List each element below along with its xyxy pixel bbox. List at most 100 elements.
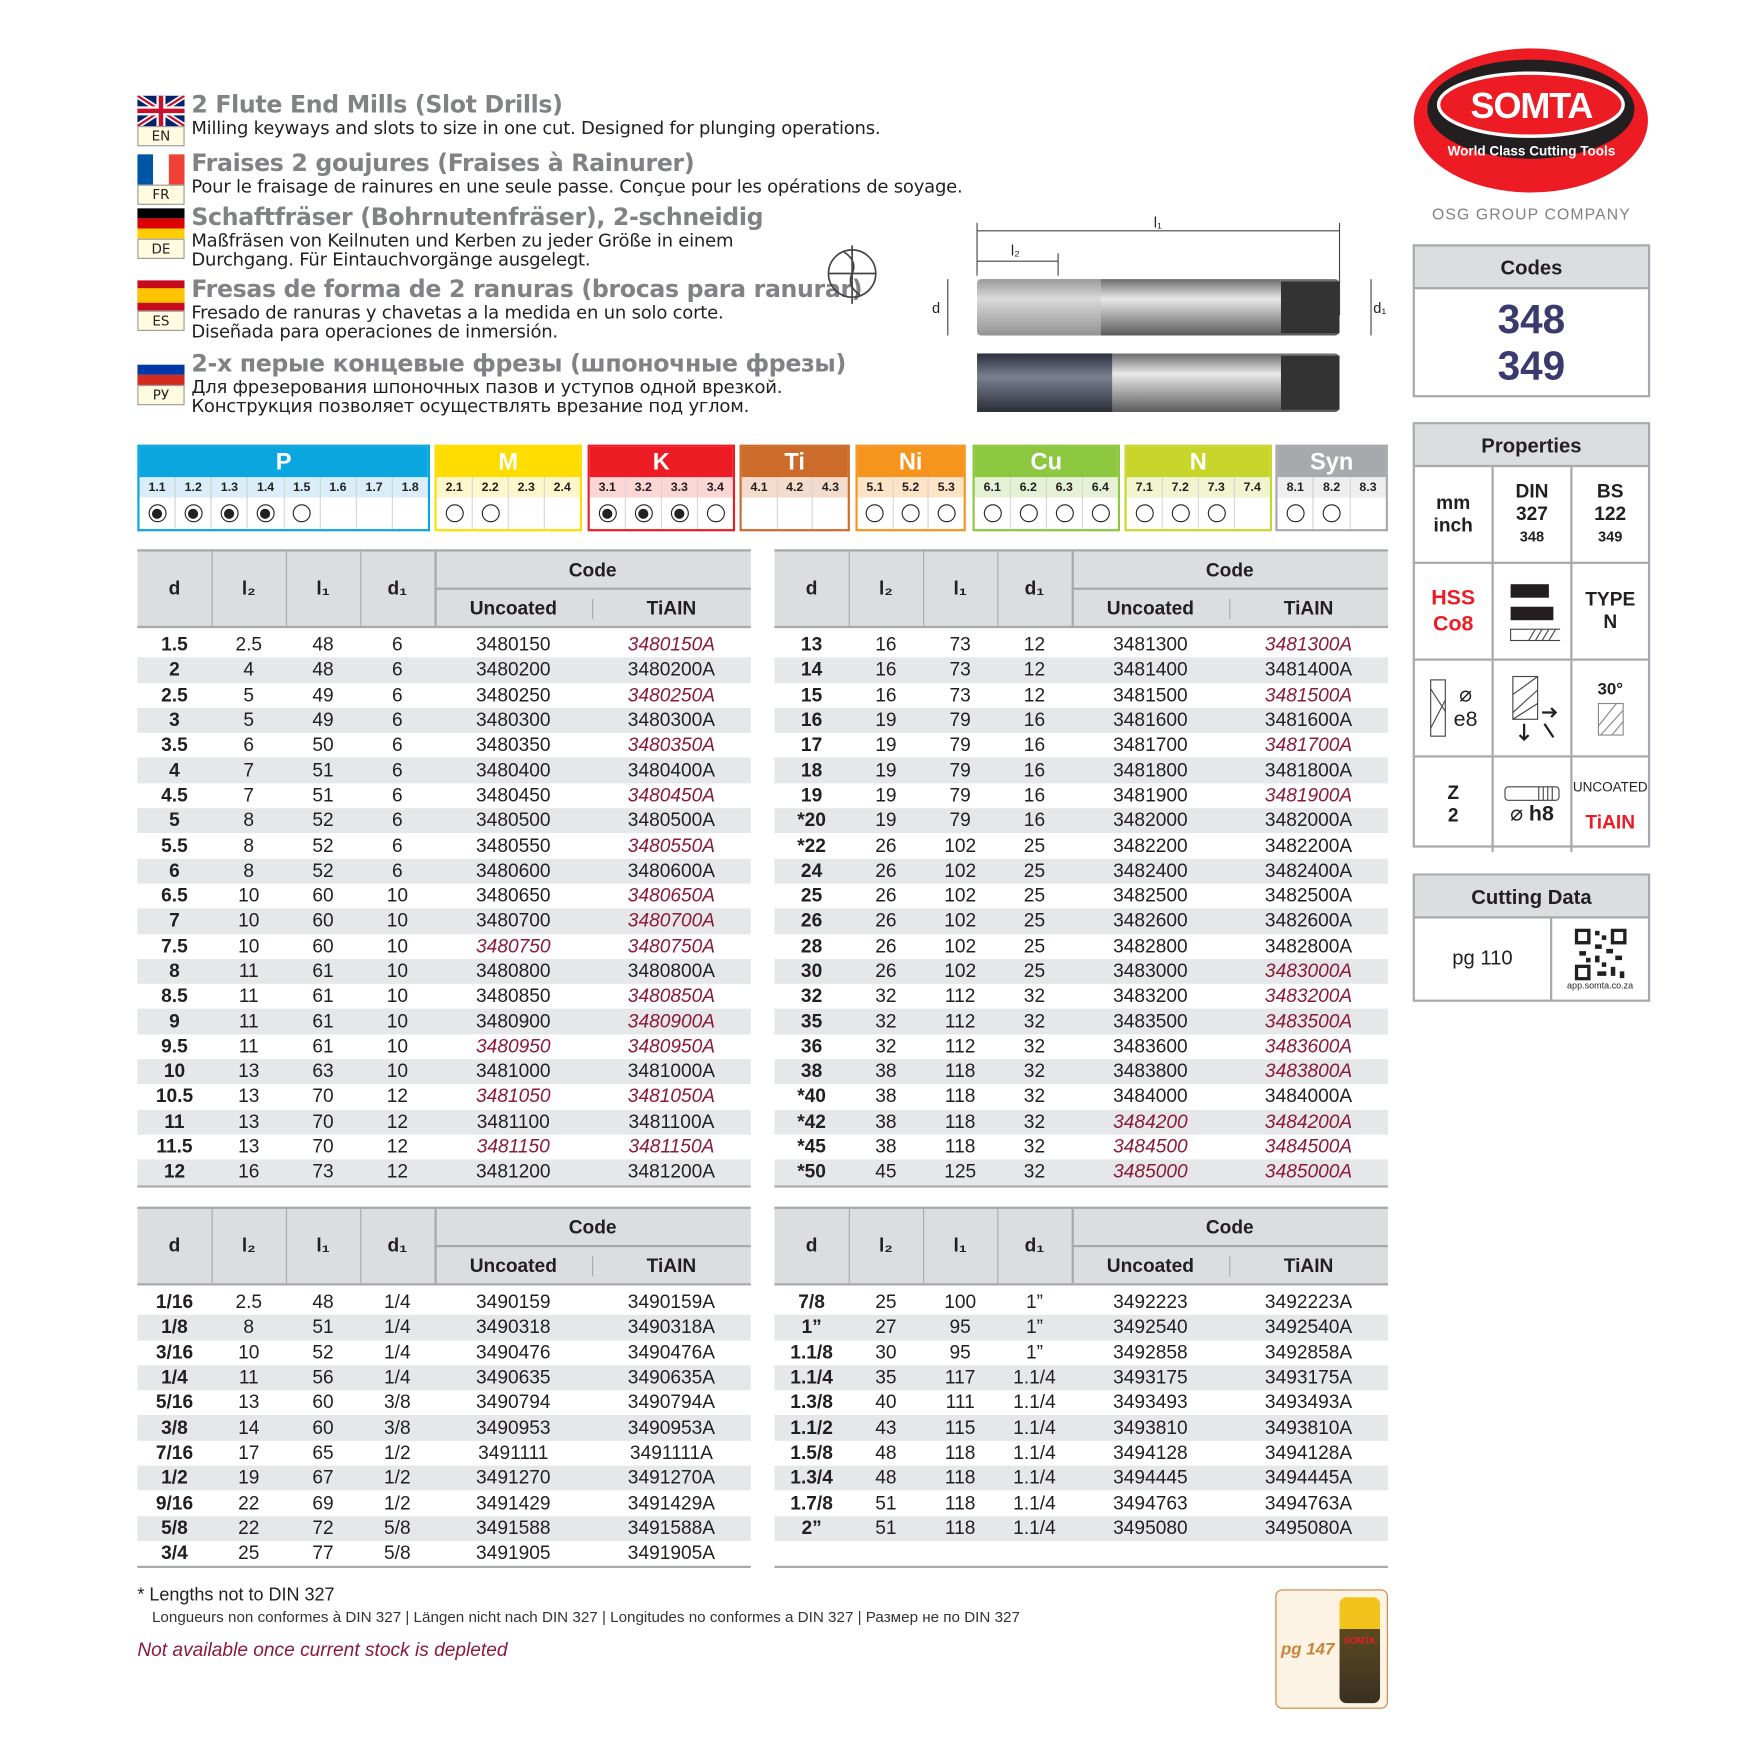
col-l2: l₂ — [878, 577, 893, 599]
col-uncoated: Uncoated — [1106, 597, 1195, 620]
cell-tiain: 3483500A — [1264, 1010, 1353, 1032]
cutting-fluid-link[interactable]: pg 147 SOMTA — [1275, 1589, 1388, 1709]
cell-uncoated: 3480600 — [476, 859, 551, 882]
cell-uncoated: 3481600 — [1113, 709, 1188, 731]
cell-d: 3/4 — [161, 1542, 188, 1564]
qr-code[interactable]: app.somta.co.za — [1552, 919, 1648, 1000]
table-row: 38 38 118 32 3483800 3483800A — [774, 1059, 1388, 1085]
material-subgroup: 2.2 — [472, 477, 509, 530]
properties-title: Properties — [1414, 424, 1648, 468]
cell-d1: 1.1/4 — [1013, 1492, 1056, 1514]
col-code: Code — [1205, 1216, 1254, 1239]
table-row: 1.1/8 30 95 1” 3492858 3492858A — [774, 1340, 1387, 1365]
table-row: 2” 51 118 1.1/4 3495080 3495080A — [774, 1515, 1388, 1541]
subgroup-label: 1.1 — [139, 477, 175, 498]
cell-uncoated: 3495080 — [1113, 1517, 1188, 1539]
cell-l1: 112 — [944, 985, 976, 1007]
cell-d: 3/8 — [161, 1416, 188, 1439]
cell-d1: 1/2 — [384, 1441, 411, 1464]
tolerance-cell: ⌀ e8 — [1414, 660, 1494, 758]
cell-d: 1.3/8 — [790, 1391, 833, 1414]
shank-icon — [1504, 786, 1560, 801]
table-row: 15 16 73 12 3481500 3481500A — [774, 683, 1387, 708]
shank-tolerance-cell: ⌀ h8 — [1494, 757, 1573, 853]
cell-l1: 70 — [312, 1085, 334, 1108]
suitable-filled-circle-icon — [598, 504, 617, 523]
cell-l1: 60 — [312, 935, 334, 957]
subgroup-label: 6.1 — [974, 477, 1010, 498]
table-row: 18 19 79 16 3481800 3481800A — [774, 758, 1388, 784]
cell-d1: 16 — [1023, 709, 1046, 731]
suitable-empty-circle-icon — [865, 504, 884, 523]
cell-d1: 32 — [1023, 1160, 1046, 1183]
cell-tiain: 3481000A — [627, 1060, 716, 1082]
cell-l1: 69 — [312, 1492, 334, 1514]
cell-l1: 50 — [312, 734, 334, 756]
material-subgroup: 5.1 — [857, 477, 894, 530]
cell-l2: 51 — [875, 1492, 897, 1514]
cell-d1: 10 — [386, 935, 408, 957]
material-group-label: Ti — [741, 446, 848, 478]
material-subgroup: 6.1 — [974, 477, 1011, 530]
cell-d: 18 — [800, 759, 823, 781]
cell-l2: 26 — [875, 859, 897, 882]
cell-l2: 26 — [875, 909, 897, 932]
cell-tiain: 3480200A — [627, 658, 716, 681]
cell-d1: 32 — [1023, 985, 1046, 1007]
material-subgroup: 7.3 — [1198, 477, 1235, 530]
cell-d: 30 — [800, 960, 823, 982]
material-subgroup: 3.4 — [697, 477, 733, 530]
language-block: FR Fraises 2 goujures (Fraises à Rainurer… — [137, 150, 970, 219]
cell-d: *40 — [797, 1085, 826, 1108]
cell-d1: 25 — [1023, 884, 1046, 907]
cutting-data-page-link[interactable]: pg 110 — [1415, 918, 1553, 1000]
cell-l2: 26 — [875, 935, 897, 957]
table-row: *42 38 118 32 3484200 3484200A — [774, 1109, 1388, 1135]
table-row: 1/4 11 56 1/4 3490635 3490635A — [137, 1365, 751, 1391]
cell-d: 4 — [169, 759, 180, 781]
cell-l2: 8 — [243, 859, 255, 882]
din-footnote: * Lengths not to DIN 327 — [137, 1586, 335, 1606]
cell-l2: 38 — [875, 1110, 897, 1133]
cell-tiain: 3480650A — [627, 884, 716, 907]
group-company-label: OSG GROUP COMPANY — [1431, 204, 1631, 223]
cell-l1: 70 — [312, 1110, 334, 1133]
cell-uncoated: 3484500 — [1113, 1135, 1188, 1158]
cell-tiain: 3490953A — [627, 1416, 716, 1439]
code-value: 349 — [1497, 342, 1566, 389]
language-description: Для фрезерования шпоночных пазов и уступ… — [191, 377, 782, 415]
cell-tiain: 3485000A — [1264, 1160, 1353, 1183]
table-row: 3/8 14 60 3/8 3490953 3490953A — [137, 1415, 751, 1441]
subgroup-label: 4.1 — [741, 477, 777, 498]
subgroup-label: 3.2 — [625, 477, 661, 498]
cell-d1: 12 — [1023, 684, 1046, 706]
description-line: Maßfräsen von Keilnuten und Kerben zu je… — [191, 229, 734, 252]
cell-l2: 11 — [238, 1366, 259, 1388]
cell-d: 12 — [163, 1160, 186, 1183]
suitable-empty-circle-icon — [983, 504, 1002, 523]
cell-d: 6.5 — [161, 884, 188, 907]
table-row: 10 13 63 10 3481000 3481000A — [137, 1059, 751, 1085]
col-uncoated: Uncoated — [1106, 1255, 1195, 1277]
cell-d1: 6 — [392, 684, 403, 706]
cell-tiain: 3490635A — [627, 1366, 716, 1388]
cell-l1: 49 — [312, 684, 334, 706]
cell-tiain: 3481700A — [1264, 734, 1353, 756]
cell-tiain: 3492223A — [1264, 1291, 1353, 1313]
table-row: 4.5 7 51 6 3480450 3480450A — [137, 783, 750, 808]
cell-d: 7.5 — [161, 935, 188, 957]
cell-d1: 6 — [392, 658, 403, 681]
cell-d1: 6 — [392, 759, 403, 781]
cell-tiain: 3481500A — [1264, 684, 1353, 706]
material-subgroup: 2.1 — [436, 477, 473, 530]
cell-tiain: 3494128A — [1264, 1441, 1353, 1464]
table-row: 2 4 48 6 3480200 3480200A — [137, 657, 751, 683]
col-tiain: TiAIN — [1283, 1255, 1334, 1277]
cell-tiain: 3481400A — [1264, 658, 1353, 681]
cell-l1: 48 — [312, 658, 334, 681]
cell-l2: 14 — [238, 1416, 260, 1439]
table-row: 7 10 60 10 3480700 3480700A — [137, 908, 751, 934]
cell-uncoated: 3480400 — [476, 759, 551, 781]
flag-icon — [137, 280, 185, 311]
cell-l2: 10 — [238, 909, 260, 932]
